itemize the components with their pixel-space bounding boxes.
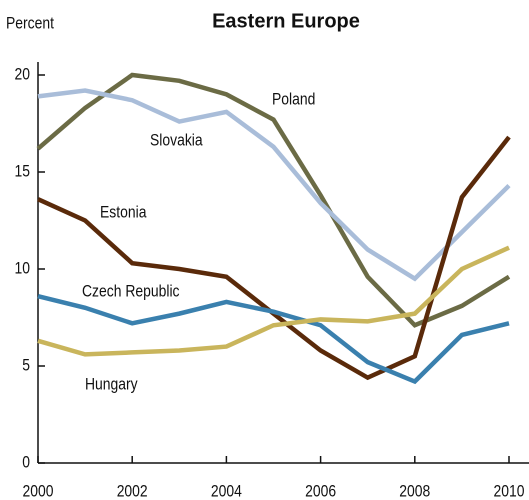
chart-title: Eastern Europe [212, 10, 360, 32]
x-tick-label: 2000 [23, 482, 54, 500]
series-line [37, 88, 511, 282]
series-label: Estonia [100, 203, 147, 222]
x-tick-label: 2008 [399, 482, 430, 500]
series-label: Slovakia [150, 131, 203, 150]
x-tick-label: 2004 [211, 482, 242, 500]
series-line [37, 293, 510, 385]
y-axis-label: Percent [6, 14, 55, 33]
y-tick-label: 15 [15, 162, 30, 181]
series-line [36, 72, 511, 328]
series-label: Czech Republic [82, 282, 180, 301]
series-label: Poland [272, 90, 315, 109]
series-label: Hungary [85, 375, 138, 394]
x-tick-label: 2006 [305, 482, 336, 500]
y-tick-label: 20 [15, 65, 31, 84]
x-tick-label: 2002 [117, 482, 148, 500]
y-tick-label: 10 [15, 259, 31, 278]
x-tick-label: 2010 [494, 482, 525, 500]
series-line [37, 245, 510, 357]
y-tick-label: 0 [22, 453, 30, 472]
y-tick-label: 5 [22, 356, 30, 375]
